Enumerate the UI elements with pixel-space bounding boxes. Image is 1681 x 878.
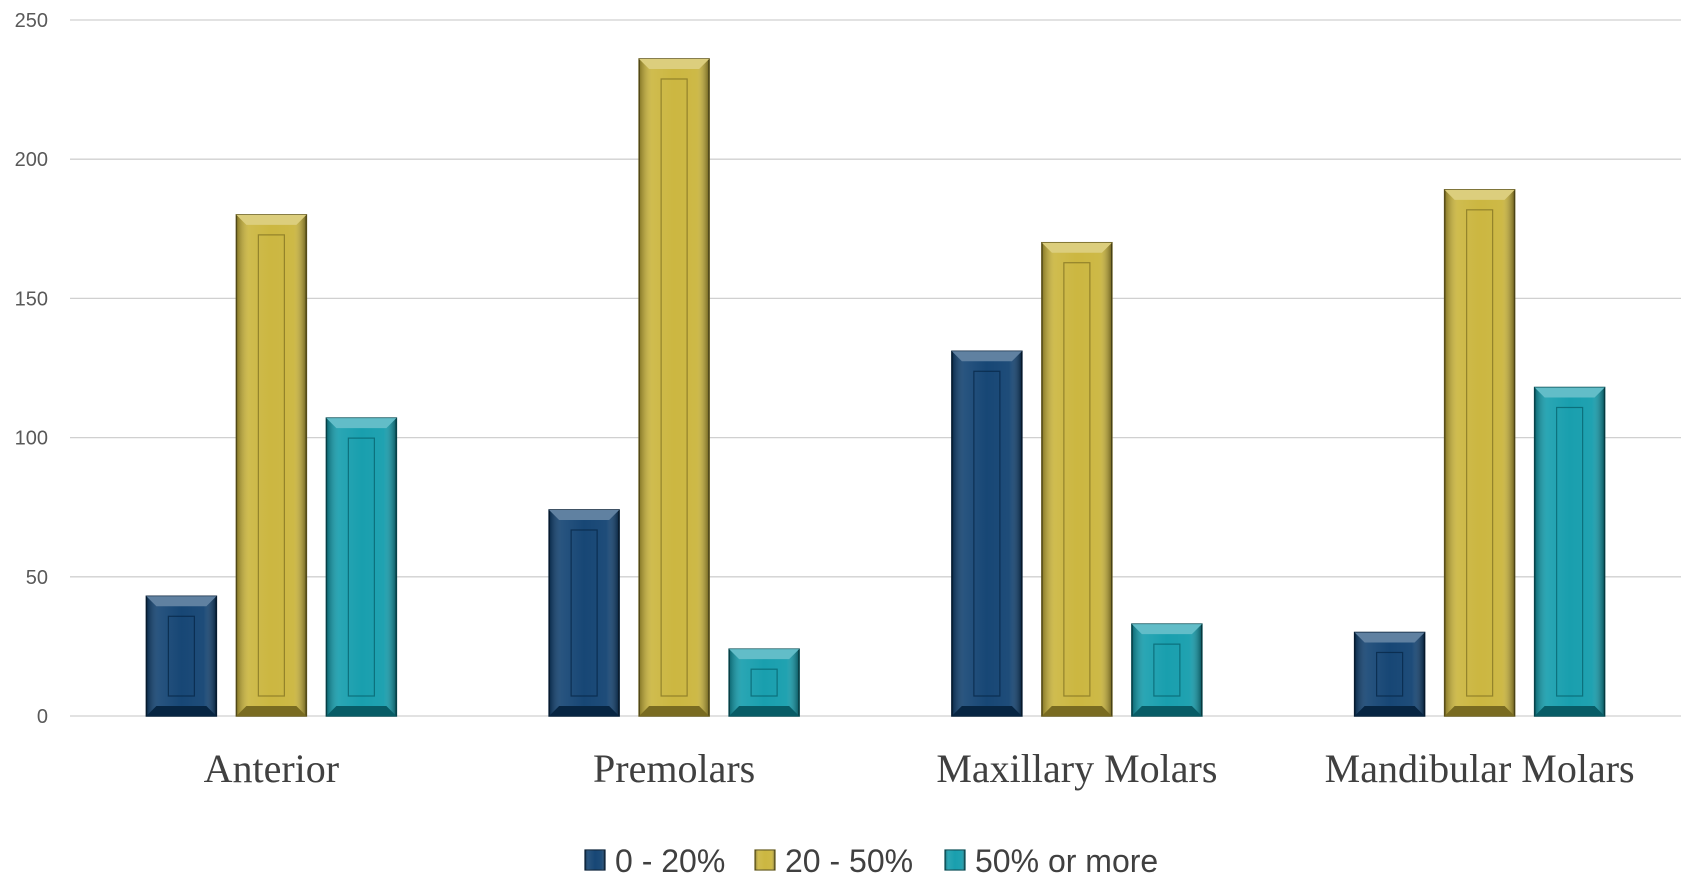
bar-anterior-series-3	[325, 417, 398, 717]
legend-item: 20 - 50%	[754, 843, 913, 878]
legend-item: 0 - 20%	[584, 843, 725, 878]
y-tick-label: 150	[15, 288, 48, 310]
bars	[145, 58, 1606, 717]
y-tick-label: 0	[37, 706, 48, 728]
y-tick-label: 200	[15, 149, 48, 171]
bar-premolars-series-2	[638, 58, 710, 717]
x-axis-category-labels: Anterior Premolars Maxillary Molars Mandibu…	[204, 746, 1635, 791]
bar-anterior-series-2	[235, 214, 308, 717]
y-tick-label: 250	[15, 10, 48, 32]
y-tick-label: 100	[15, 428, 48, 450]
bar-maxillary-molars-series-2	[1041, 241, 1113, 717]
bar-anterior-series-1	[145, 595, 218, 717]
bar-premolars-series-1	[548, 509, 620, 717]
bar-premolars-series-3	[728, 648, 800, 717]
gridlines	[70, 19, 1681, 717]
bar-mandibular-molars-series-1	[1353, 631, 1426, 717]
y-axis-tick-labels: 0 50 100 150 200 250	[15, 10, 48, 728]
bar-maxillary-molars-series-1	[951, 350, 1023, 717]
legend-label: 20 - 50%	[785, 843, 913, 878]
legend-label: 0 - 20%	[615, 843, 725, 878]
legend-item: 50% or more	[944, 843, 1158, 878]
y-tick-label: 50	[26, 567, 48, 589]
x-category-label: Maxillary Molars	[936, 746, 1217, 791]
x-category-label: Premolars	[593, 746, 755, 791]
x-category-label: Anterior	[204, 746, 340, 791]
legend-label: 50% or more	[975, 843, 1158, 878]
x-category-label: Mandibular Molars	[1325, 746, 1635, 791]
bar-maxillary-molars-series-3	[1131, 623, 1203, 717]
bar-mandibular-molars-series-2	[1443, 189, 1516, 717]
bar-mandibular-molars-series-3	[1533, 386, 1606, 717]
legend: 0 - 20% 20 - 50% 50% or more	[584, 843, 1158, 878]
